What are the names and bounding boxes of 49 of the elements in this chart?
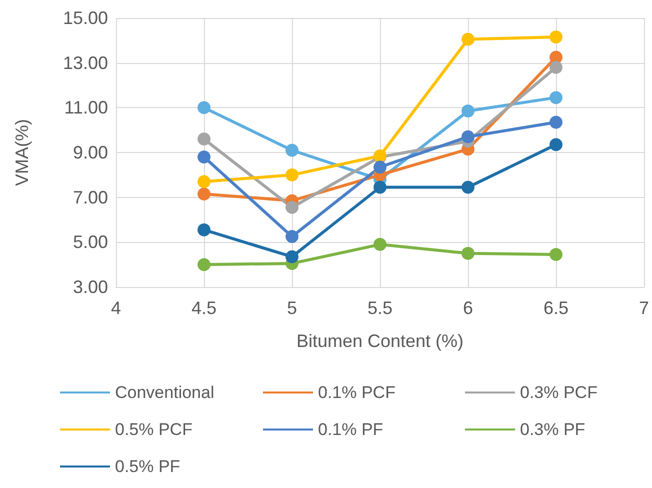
legend-label: 0.5% PF <box>115 457 180 476</box>
point <box>374 180 386 194</box>
x-tick-label: 4 <box>110 298 122 318</box>
point <box>198 223 210 236</box>
point <box>286 168 298 182</box>
legend-label: Conventional <box>115 383 214 402</box>
point <box>198 175 210 188</box>
y-tick-label: 11.00 <box>64 98 108 118</box>
y-axis-title: VMA(%) <box>12 119 32 186</box>
x-tick-label: 6.5 <box>543 298 569 318</box>
x-tick-label: 7 <box>638 298 649 318</box>
point <box>462 104 474 118</box>
point <box>198 150 210 164</box>
point <box>198 132 210 146</box>
x-tick-label: 5.5 <box>367 298 393 318</box>
y-tick-label: 7.00 <box>72 187 108 208</box>
point <box>374 160 386 174</box>
legend-label: 0.1% PF <box>318 420 384 439</box>
x-axis-title: Bitumen Content (%) <box>296 331 464 351</box>
x-tick-label: 4.5 <box>191 298 217 318</box>
point <box>198 187 210 200</box>
point <box>550 116 562 129</box>
point <box>286 230 298 244</box>
point <box>550 91 562 104</box>
point <box>198 258 210 272</box>
point <box>550 60 562 74</box>
point <box>286 250 298 264</box>
point <box>286 144 298 157</box>
point <box>286 200 298 214</box>
y-tick-label: 15.00 <box>62 8 108 28</box>
point <box>550 30 562 44</box>
y-tick-label: 13.00 <box>62 52 108 73</box>
y-tick-label: 9.00 <box>72 142 108 162</box>
point <box>462 130 474 144</box>
point <box>550 248 562 261</box>
legend-label: 0.3% PF <box>520 420 586 439</box>
legend-label: 0.5% PCF <box>115 420 192 439</box>
point <box>462 180 474 194</box>
legend-label: 0.3% PCF <box>520 383 598 402</box>
point <box>462 32 474 46</box>
x-tick-label: 6 <box>462 298 474 318</box>
x-tick-label: 5 <box>286 298 298 318</box>
y-tick-label: 5.00 <box>72 232 108 252</box>
point <box>198 101 210 114</box>
point <box>550 138 562 152</box>
point <box>462 246 474 260</box>
legend-label: 0.1% PCF <box>318 383 396 402</box>
y-tick-label: 3.00 <box>72 277 108 297</box>
point <box>374 238 386 251</box>
